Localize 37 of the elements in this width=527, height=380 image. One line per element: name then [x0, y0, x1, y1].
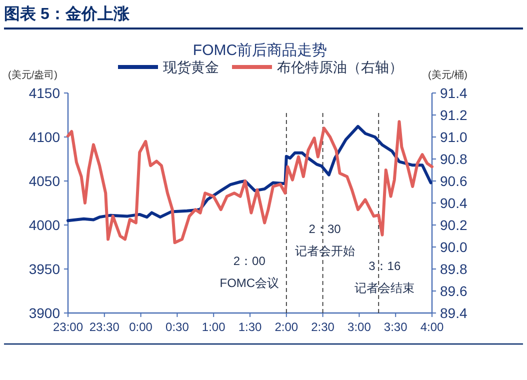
y2-tick-label: 90.4	[440, 195, 468, 211]
y-tick-label: 3900	[28, 305, 60, 321]
x-tick-label: 3:00	[348, 320, 372, 334]
x-tick-label: 3:30	[384, 320, 408, 334]
y2-tick-label: 90.8	[440, 151, 468, 167]
x-tick-label: 0:30	[166, 320, 190, 334]
x-tick-label: 4:00	[420, 320, 444, 334]
x-tick-label: 1:30	[238, 320, 262, 334]
y-tick-label: 4100	[28, 129, 60, 145]
ref-line-label: 3：16 记者会结束	[354, 259, 415, 295]
y-axis-title: (美元/盎司)	[8, 69, 58, 81]
legend-label: 布伦特原油（右轴）	[277, 59, 403, 75]
y2-tick-label: 91.4	[440, 85, 468, 101]
y-tick-label: 3950	[28, 261, 60, 277]
chart-title: 图表 5：金价上涨	[4, 5, 130, 23]
x-tick-label: 0:00	[129, 320, 153, 334]
ref-line-label: 2：30 记者会开始	[294, 222, 355, 258]
legend-label: 现货黄金	[163, 59, 219, 75]
y-tick-label: 4000	[28, 217, 60, 233]
y2-tick-label: 90.2	[440, 217, 468, 233]
y2-tick-label: 89.8	[440, 261, 468, 277]
y2-tick-label: 90.6	[440, 173, 468, 189]
x-tick-label: 2:00	[274, 320, 298, 334]
ref-line-label: 2：00 FOMC会议	[220, 254, 280, 290]
y-tick-label: 4050	[28, 173, 60, 189]
x-tick-label: 23:00	[52, 320, 84, 334]
x-tick-label: 1:00	[202, 320, 226, 334]
y2-tick-label: 89.6	[440, 283, 468, 299]
x-tick-label: 23:30	[89, 320, 120, 334]
y-tick-label: 4150	[28, 85, 60, 101]
y2-tick-label: 90.0	[440, 239, 468, 255]
y2-axis-title: (美元/桶)	[428, 69, 468, 81]
y2-tick-label: 91.0	[440, 129, 468, 145]
x-tick-label: 2:30	[311, 320, 335, 334]
y2-tick-label: 91.2	[440, 107, 468, 123]
chart-subtitle: FOMC前后商品走势	[192, 42, 328, 59]
y2-tick-label: 89.4	[440, 305, 468, 321]
